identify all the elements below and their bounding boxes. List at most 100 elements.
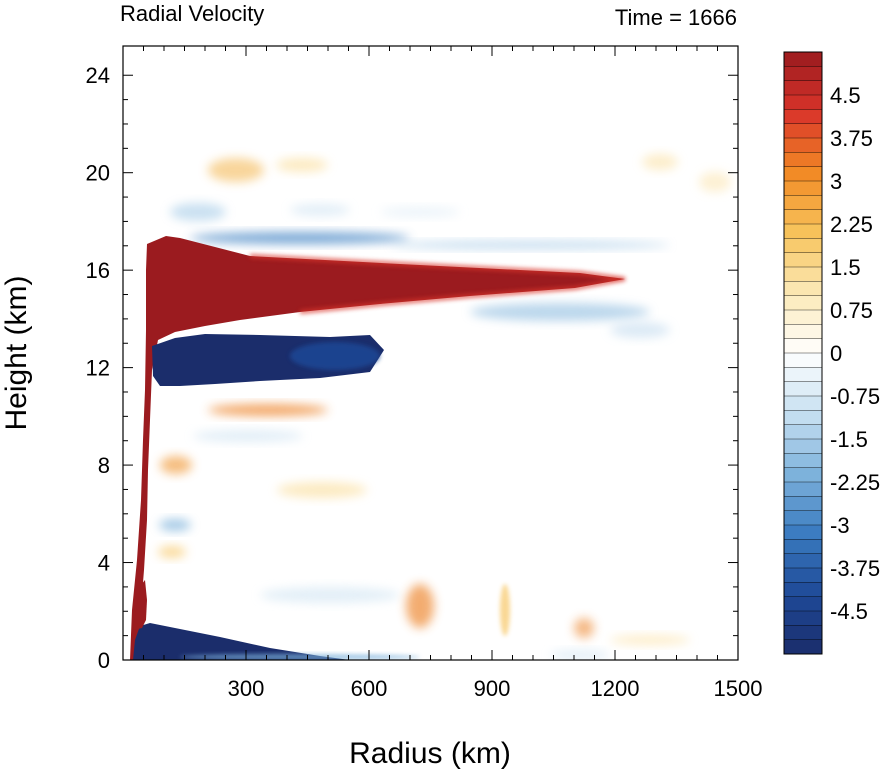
colorbar-label: -0.75 bbox=[830, 384, 880, 409]
colorbar-labels: 4.5 3.75 3 2.25 1.5 0.75 0 -0.75 -1.5 -2.25 -3 -3.7… bbox=[830, 83, 880, 624]
chart-title-right: Time = 1666 bbox=[615, 5, 737, 30]
colorbar-segment bbox=[783, 180, 823, 196]
colorbar-segment bbox=[783, 395, 823, 411]
colorbar-frame bbox=[783, 51, 823, 655]
colorbar-segment bbox=[783, 596, 823, 612]
colorbar-segment bbox=[783, 252, 823, 268]
outflow-700km bbox=[406, 584, 434, 628]
colorbar-segment bbox=[783, 152, 823, 168]
y-tick-labels: 0 4 8 12 16 20 24 bbox=[86, 63, 110, 673]
y-tick-label: 20 bbox=[86, 161, 110, 186]
boundary-layer-inflow-tail bbox=[180, 654, 420, 660]
x-tick-label: 1200 bbox=[591, 676, 640, 701]
inflow-under-jet-tail bbox=[290, 342, 380, 370]
colorbar-label: -1.5 bbox=[830, 427, 868, 452]
y-tick-label: 12 bbox=[86, 356, 110, 381]
weak-inflow-6km bbox=[159, 519, 191, 531]
colorbar-segment bbox=[783, 338, 823, 354]
x-tick-label: 600 bbox=[351, 676, 388, 701]
colorbar-segment bbox=[783, 94, 823, 110]
y-tick-label: 8 bbox=[98, 453, 110, 478]
colorbar-segment bbox=[783, 295, 823, 311]
weak-inflow-18km-b bbox=[290, 204, 350, 216]
colorbar-segment bbox=[783, 166, 823, 182]
weak-outflow-7km bbox=[277, 482, 367, 498]
low-level-outflow bbox=[133, 580, 147, 630]
weak-outflow-10km bbox=[208, 404, 328, 416]
colorbar-segment bbox=[783, 209, 823, 225]
colorbar-segment bbox=[783, 639, 823, 655]
colorbar-segment bbox=[783, 367, 823, 383]
weak-outflow-20km-a bbox=[208, 158, 264, 182]
y-axis-label: Height (km) bbox=[0, 275, 33, 430]
colorbar-segment bbox=[783, 553, 823, 569]
outflow-jet-edge bbox=[249, 254, 626, 314]
weak-inflow-surface-outer bbox=[550, 650, 610, 660]
colorbar-segment bbox=[783, 510, 823, 526]
colorbar-segment bbox=[783, 625, 823, 641]
colorbar-segment bbox=[783, 238, 823, 254]
weak-inflow-18km-c bbox=[380, 207, 460, 217]
colorbar-segment bbox=[783, 481, 823, 497]
colorbar-label: 3.75 bbox=[830, 126, 873, 151]
y-tick-label: 4 bbox=[98, 551, 110, 576]
axis-ticks bbox=[123, 46, 738, 661]
weak-outflow-8km bbox=[160, 456, 192, 474]
colorbar-segment bbox=[783, 324, 823, 340]
colorbar-segment bbox=[783, 410, 823, 426]
colorbar-label: -2.25 bbox=[830, 470, 880, 495]
inflow-17km bbox=[190, 232, 410, 244]
inflow-14km-tail bbox=[610, 322, 670, 338]
colorbar-label: 0 bbox=[830, 341, 842, 366]
y-tick-label: 16 bbox=[86, 258, 110, 283]
colorbar-segment bbox=[783, 438, 823, 454]
weak-outflow-1350km bbox=[642, 154, 678, 170]
colorbar-label: -3.75 bbox=[830, 556, 880, 581]
colorbar-segment bbox=[783, 352, 823, 368]
weak-inflow-18km bbox=[170, 203, 226, 221]
x-tick-label: 1500 bbox=[714, 676, 763, 701]
colorbar-segment bbox=[783, 80, 823, 96]
x-tick-labels: 300 600 900 1200 1500 bbox=[228, 676, 763, 701]
colorbar-segment bbox=[783, 424, 823, 440]
x-axis-label: Radius (km) bbox=[349, 737, 511, 770]
colorbar-segment bbox=[783, 137, 823, 153]
colorbar-segment bbox=[783, 309, 823, 325]
x-tick-label: 300 bbox=[228, 676, 265, 701]
weak-outflow-1480km bbox=[699, 172, 731, 192]
inflow-17km-outer bbox=[390, 241, 670, 249]
colorbar-segment bbox=[783, 195, 823, 211]
colorbar-segment bbox=[783, 266, 823, 282]
colorbar-segment bbox=[783, 109, 823, 125]
colorbar-segment bbox=[783, 567, 823, 583]
colorbar-segment bbox=[783, 123, 823, 139]
weak-inflow-9km bbox=[193, 430, 303, 442]
inflow-14km bbox=[470, 303, 650, 321]
colorbar-label: 0.75 bbox=[830, 298, 873, 323]
colorbar-segment bbox=[783, 610, 823, 626]
y-tick-label: 24 bbox=[86, 63, 110, 88]
weak-outflow-20km-b bbox=[276, 158, 328, 172]
colorbar-segment bbox=[783, 453, 823, 469]
y-tick-label: 0 bbox=[98, 648, 110, 673]
colorbar-segment bbox=[783, 51, 823, 67]
colorbar-label: 2.25 bbox=[830, 212, 873, 237]
weak-inflow-3km bbox=[260, 587, 400, 603]
outflow-1120km bbox=[574, 618, 594, 638]
colorbar-label: -4.5 bbox=[830, 599, 868, 624]
colorbar-segment bbox=[783, 281, 823, 297]
colorbar-label: -3 bbox=[830, 513, 850, 538]
outflow-950km bbox=[500, 584, 510, 636]
colorbar-segment bbox=[783, 582, 823, 598]
heatmap-field bbox=[130, 154, 731, 660]
colorbar-segment bbox=[783, 467, 823, 483]
boundary-layer-inflow bbox=[133, 623, 350, 660]
colorbar-segment bbox=[783, 381, 823, 397]
colorbar-segment bbox=[783, 223, 823, 239]
colorbar bbox=[783, 51, 823, 655]
colorbar-label: 1.5 bbox=[830, 255, 861, 280]
outflow-1300km bbox=[610, 635, 690, 645]
colorbar-label: 3 bbox=[830, 169, 842, 194]
